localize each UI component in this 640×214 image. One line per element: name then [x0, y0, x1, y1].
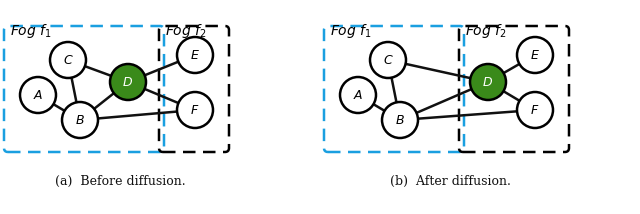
- Circle shape: [340, 77, 376, 113]
- Circle shape: [110, 64, 146, 100]
- Text: $\mathit{E}$: $\mathit{E}$: [530, 49, 540, 61]
- Text: $\mathit{C}$: $\mathit{C}$: [383, 54, 394, 67]
- Circle shape: [20, 77, 56, 113]
- Circle shape: [370, 42, 406, 78]
- Text: $\mathit{Fog}$ $\mathit{f_2}$: $\mathit{Fog}$ $\mathit{f_2}$: [465, 22, 507, 40]
- Text: (a)  Before diffusion.: (a) Before diffusion.: [54, 175, 186, 188]
- Text: $\mathit{D}$: $\mathit{D}$: [483, 76, 493, 89]
- Text: (b)  After diffusion.: (b) After diffusion.: [390, 175, 511, 188]
- Text: $\mathit{Fog}$ $\mathit{f_1}$: $\mathit{Fog}$ $\mathit{f_1}$: [330, 22, 372, 40]
- Circle shape: [382, 102, 418, 138]
- Circle shape: [50, 42, 86, 78]
- Circle shape: [470, 64, 506, 100]
- Circle shape: [177, 37, 213, 73]
- Text: $\mathit{A}$: $\mathit{A}$: [33, 89, 43, 101]
- Text: $\mathit{A}$: $\mathit{A}$: [353, 89, 363, 101]
- Text: $\mathit{B}$: $\mathit{B}$: [75, 113, 85, 126]
- Text: $\mathit{Fog}$ $\mathit{f_2}$: $\mathit{Fog}$ $\mathit{f_2}$: [165, 22, 207, 40]
- Circle shape: [517, 37, 553, 73]
- Text: $\mathit{Fog}$ $\mathit{f_1}$: $\mathit{Fog}$ $\mathit{f_1}$: [10, 22, 52, 40]
- Text: $\mathit{F}$: $\mathit{F}$: [190, 104, 200, 116]
- Text: $\mathit{E}$: $\mathit{E}$: [190, 49, 200, 61]
- Circle shape: [517, 92, 553, 128]
- Text: $\mathit{F}$: $\mathit{F}$: [531, 104, 540, 116]
- Circle shape: [177, 92, 213, 128]
- Text: $\mathit{C}$: $\mathit{C}$: [63, 54, 74, 67]
- Circle shape: [62, 102, 98, 138]
- Text: $\mathit{D}$: $\mathit{D}$: [122, 76, 134, 89]
- Text: $\mathit{B}$: $\mathit{B}$: [395, 113, 405, 126]
